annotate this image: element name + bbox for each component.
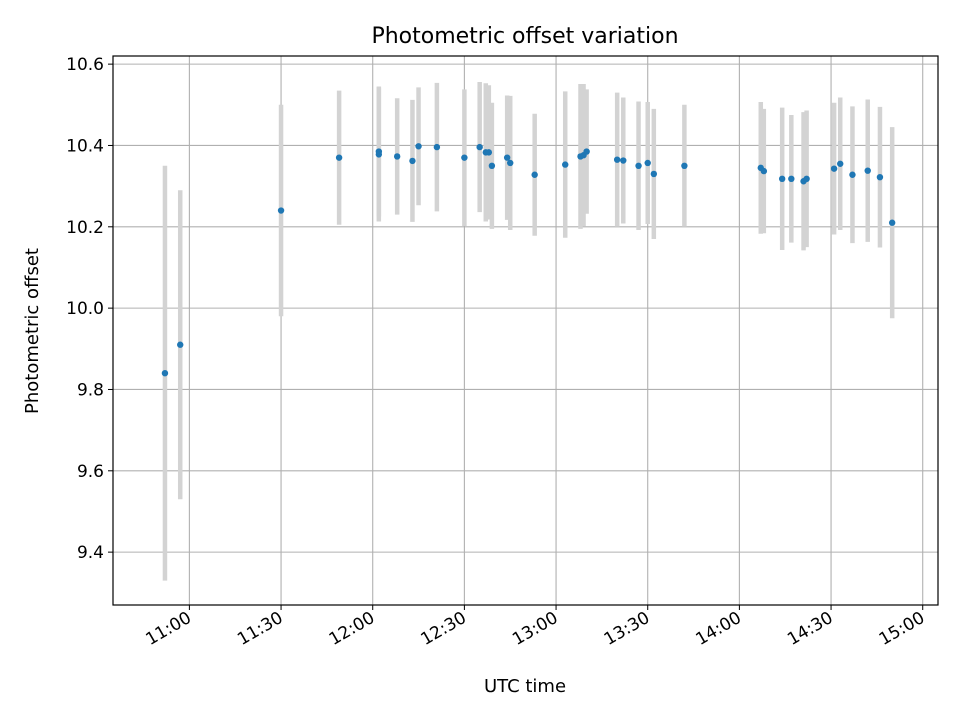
plot-frame xyxy=(112,55,939,606)
data-point xyxy=(803,175,810,183)
data-point xyxy=(409,157,416,165)
x-axis-label: UTC time xyxy=(484,676,566,697)
y-tick-label: 9.4 xyxy=(77,543,104,563)
data-point xyxy=(613,156,621,163)
y-tick-label: 9.8 xyxy=(77,380,104,400)
data-point xyxy=(681,162,688,169)
data-point xyxy=(583,148,590,155)
data-point xyxy=(830,165,838,172)
data-point xyxy=(778,175,786,183)
data-point xyxy=(876,173,884,181)
data-point xyxy=(161,370,169,377)
data-points xyxy=(161,143,896,377)
data-point xyxy=(485,149,493,156)
data-point xyxy=(461,154,468,161)
y-tick-label: 10.2 xyxy=(66,218,104,238)
data-point xyxy=(335,154,343,161)
data-point xyxy=(650,170,658,178)
data-point xyxy=(177,341,184,348)
data-point xyxy=(788,175,795,183)
data-point xyxy=(277,207,285,214)
data-point xyxy=(375,151,383,158)
data-point xyxy=(888,219,896,226)
data-point xyxy=(476,143,483,151)
data-point xyxy=(503,154,511,161)
y-tick-label: 10.6 xyxy=(66,55,104,75)
data-point xyxy=(415,143,422,150)
gridlines xyxy=(113,56,938,605)
y-tick-label: 9.6 xyxy=(77,462,104,482)
y-axis-ticks: 9.4 9.6 9.8 10.0 10.2 10.4 10.6 xyxy=(66,55,113,563)
data-point xyxy=(433,143,441,151)
data-point xyxy=(507,159,514,167)
data-point xyxy=(635,162,642,169)
data-point xyxy=(562,161,569,168)
data-point xyxy=(393,153,401,160)
data-point xyxy=(849,171,856,178)
y-tick-label: 10.0 xyxy=(66,299,104,319)
data-point xyxy=(531,171,538,178)
data-point xyxy=(760,167,768,175)
y-tick-label: 10.4 xyxy=(66,136,104,156)
data-point xyxy=(837,160,844,167)
data-point xyxy=(864,167,871,174)
y-axis-label: Photometric offset xyxy=(22,248,43,414)
data-point xyxy=(488,162,496,169)
data-point xyxy=(644,159,651,167)
data-point xyxy=(620,157,627,164)
chart-title: Photometric offset variation xyxy=(371,24,678,49)
